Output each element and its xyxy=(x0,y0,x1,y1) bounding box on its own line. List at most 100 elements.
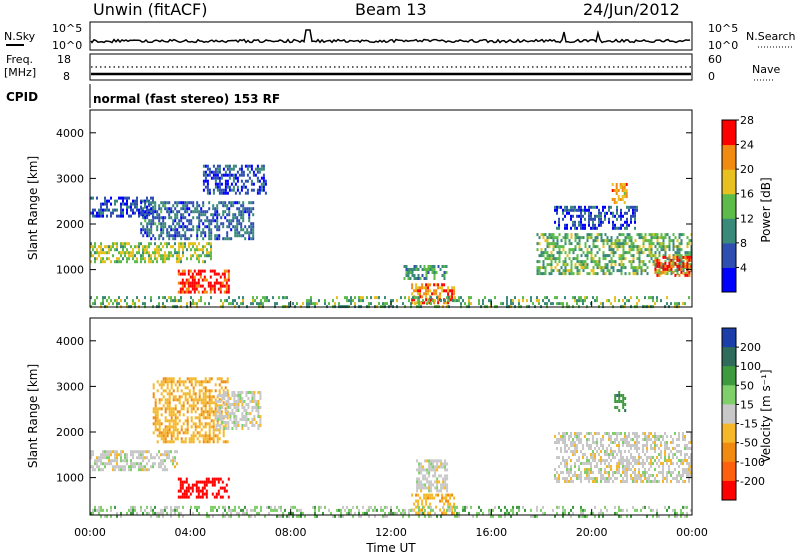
velocity-cell xyxy=(564,441,566,444)
velocity-cell xyxy=(182,440,185,444)
power-cell xyxy=(425,298,428,302)
velocity-cell xyxy=(574,453,576,456)
power-cell xyxy=(226,191,229,195)
velocity-cell xyxy=(202,440,205,444)
power-cell xyxy=(634,272,637,276)
velocity-cell xyxy=(168,389,171,393)
velocity-cell xyxy=(636,447,638,450)
velocity-cell xyxy=(140,468,142,472)
velocity-cell xyxy=(418,462,421,466)
velocity-cell xyxy=(201,492,204,496)
power-cell xyxy=(152,210,155,214)
power-ytick-label: 3000 xyxy=(56,172,84,185)
power-cell xyxy=(622,299,624,303)
velocity-cell xyxy=(259,394,262,397)
velocity-cell xyxy=(237,403,240,406)
velocity-cell xyxy=(608,432,610,435)
power-cell xyxy=(308,299,310,303)
velocity-cell xyxy=(192,392,195,396)
velocity-cell xyxy=(626,480,628,483)
power-cell xyxy=(552,257,555,261)
power-cell xyxy=(232,201,235,205)
power-cell xyxy=(228,213,231,217)
power-cell xyxy=(208,167,211,171)
velocity-cell xyxy=(660,456,662,459)
velocity-cell xyxy=(280,514,282,518)
velocity-cell xyxy=(652,508,654,512)
velocity-cell xyxy=(102,468,104,472)
velocity-cell xyxy=(588,459,590,462)
velocity-cell xyxy=(430,508,432,512)
power-cell xyxy=(168,213,171,217)
velocity-cell xyxy=(170,380,173,384)
power-cell xyxy=(90,260,92,264)
power-cell xyxy=(200,207,203,211)
velocity-cell xyxy=(608,462,610,465)
power-cell xyxy=(214,234,217,238)
power-cell xyxy=(616,205,618,209)
velocity-cell xyxy=(436,459,439,463)
power-cell xyxy=(240,225,243,229)
velocity-cell xyxy=(190,419,193,423)
power-cell xyxy=(236,225,239,229)
power-cell xyxy=(204,302,206,306)
power-cell xyxy=(240,170,243,174)
power-cell xyxy=(619,198,622,201)
velocity-cell xyxy=(584,508,586,512)
power-cell xyxy=(136,205,138,209)
power-cell xyxy=(250,207,253,211)
power-cell xyxy=(230,182,233,186)
power-cell xyxy=(606,211,608,215)
power-cell xyxy=(178,234,181,238)
power-cell xyxy=(664,254,667,258)
power-cell xyxy=(204,254,206,258)
velocity-cell xyxy=(554,477,556,480)
velocity-cell xyxy=(628,432,630,435)
velocity-cell xyxy=(174,511,176,515)
power-cell xyxy=(225,269,228,273)
velocity-cell xyxy=(582,508,584,512)
power-cell xyxy=(606,236,609,240)
power-cell xyxy=(540,272,543,276)
power-cell xyxy=(384,302,386,306)
power-cell xyxy=(411,292,414,296)
power-colorbar-swatch xyxy=(722,267,736,293)
power-cell xyxy=(216,216,219,220)
velocity-cell xyxy=(158,407,161,411)
velocity-cell xyxy=(230,508,232,512)
velocity-cell xyxy=(614,450,616,453)
power-cell xyxy=(158,219,161,223)
velocity-cell xyxy=(618,394,621,397)
velocity-cell xyxy=(330,511,332,515)
power-cell xyxy=(225,281,228,285)
power-cell xyxy=(432,299,434,303)
power-cell xyxy=(258,185,261,189)
power-cell xyxy=(244,191,247,195)
power-cell xyxy=(616,226,618,230)
velocity-cell xyxy=(640,456,642,459)
power-cell xyxy=(594,214,596,218)
velocity-cell xyxy=(219,495,222,499)
power-cell xyxy=(682,261,685,265)
velocity-cell xyxy=(150,453,152,457)
velocity-cell xyxy=(610,477,612,480)
velocity-cell xyxy=(164,431,167,435)
power-cell xyxy=(202,204,205,208)
power-cell xyxy=(542,233,545,237)
velocity-cell xyxy=(168,392,171,396)
velocity-cell xyxy=(116,514,118,518)
power-cell xyxy=(500,302,502,306)
power-cell xyxy=(650,245,653,249)
velocity-cell xyxy=(488,508,490,512)
power-cell xyxy=(236,170,239,174)
velocity-cell xyxy=(594,441,596,444)
power-cell xyxy=(144,219,147,223)
velocity-cell xyxy=(616,444,618,447)
power-cell xyxy=(246,210,249,214)
velocity-cell xyxy=(203,486,206,490)
velocity-cell xyxy=(596,450,598,453)
velocity-cell xyxy=(650,432,652,435)
power-cell xyxy=(546,263,549,267)
power-cell xyxy=(138,211,140,215)
